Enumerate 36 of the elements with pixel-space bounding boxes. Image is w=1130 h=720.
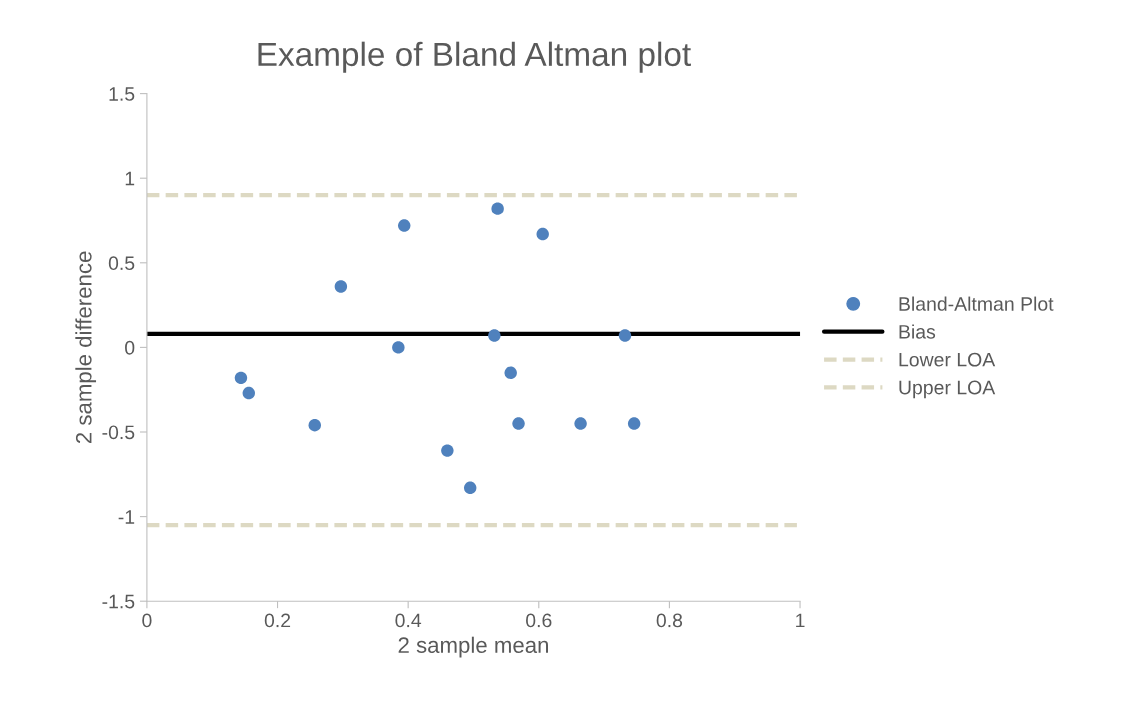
point (463, 481, 477, 495)
chart-title: Example of Bland Altman plot (258, 41, 691, 73)
legend-label: Upper LOA (899, 380, 996, 399)
x-tick-label: 0 (142, 613, 152, 628)
x-tick-label: 0.4 (395, 613, 422, 628)
x-tick-label: 1 (796, 613, 805, 628)
y-tick-label: 1.5 (109, 87, 135, 101)
point (242, 386, 255, 400)
y-axis-title: 2 sample difference (75, 251, 97, 444)
y-tick-label: -0.5 (102, 425, 135, 440)
point (488, 329, 501, 342)
point (334, 280, 348, 293)
point (574, 417, 587, 430)
x-axis-title: 2 sample mean (398, 636, 548, 658)
point (234, 371, 248, 385)
y-tick-label: 0.5 (108, 256, 135, 271)
x-tick-label: 0.6 (526, 613, 552, 628)
point (398, 219, 411, 232)
point (618, 329, 632, 342)
point (392, 341, 405, 354)
y-tick-label: -1.5 (102, 594, 135, 609)
point (512, 417, 525, 430)
legend-label: Lower LOA (899, 352, 996, 367)
y-tick-label: 1 (125, 171, 135, 186)
point (308, 419, 321, 432)
x-tick-label: 0.8 (656, 613, 683, 628)
point (627, 417, 641, 430)
y-tick-label: 0 (125, 340, 135, 355)
point (536, 227, 549, 241)
legend-label: Bias (899, 324, 936, 339)
point (504, 366, 517, 379)
y-tick-label: -1 (118, 510, 135, 524)
legend-label: Bland-Altman Plot (899, 296, 1054, 311)
x-tick-label: 0.2 (264, 613, 291, 628)
point (491, 202, 504, 215)
point (441, 444, 454, 457)
